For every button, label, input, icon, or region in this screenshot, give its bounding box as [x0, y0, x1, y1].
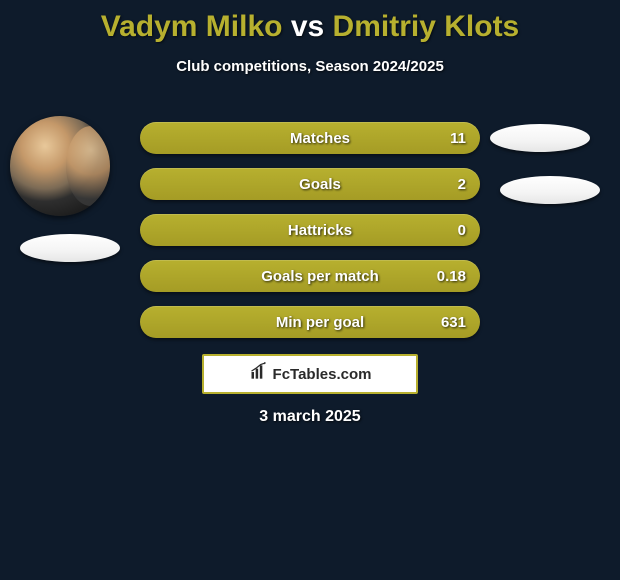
brand-text: FcTables.com: [273, 366, 372, 383]
vs-text: vs: [291, 10, 324, 43]
stat-bar-min-per-goal: Min per goal 631: [140, 306, 480, 338]
bar-chart-icon: [249, 362, 269, 386]
stat-value: 2: [458, 168, 466, 200]
stats-bars: Matches 11 Goals 2 Hattricks 0 Goals per…: [140, 122, 480, 352]
stat-bar-goals: Goals 2: [140, 168, 480, 200]
stat-value: 0.18: [437, 260, 466, 292]
stat-bar-hattricks: Hattricks 0: [140, 214, 480, 246]
stat-label: Goals per match: [140, 260, 480, 292]
stat-label: Matches: [140, 122, 480, 154]
comparison-title: Vadym Milko vs Dmitriy Klots: [0, 0, 620, 44]
stat-label: Min per goal: [140, 306, 480, 338]
decorative-oval-right-1: [490, 124, 590, 152]
stat-value: 11: [450, 122, 466, 154]
brand-badge[interactable]: FcTables.com: [202, 354, 418, 394]
player1-avatar: [10, 116, 110, 216]
stat-bar-goals-per-match: Goals per match 0.18: [140, 260, 480, 292]
stat-label: Goals: [140, 168, 480, 200]
stat-value: 0: [458, 214, 466, 246]
stat-label: Hattricks: [140, 214, 480, 246]
stat-bar-matches: Matches 11: [140, 122, 480, 154]
decorative-oval-left: [20, 234, 120, 262]
player1-name: Vadym Milko: [101, 10, 283, 43]
decorative-oval-right-2: [500, 176, 600, 204]
snapshot-date: 3 march 2025: [0, 408, 620, 426]
stat-value: 631: [441, 306, 466, 338]
season-subtitle: Club competitions, Season 2024/2025: [0, 58, 620, 75]
player2-name: Dmitriy Klots: [333, 10, 520, 43]
